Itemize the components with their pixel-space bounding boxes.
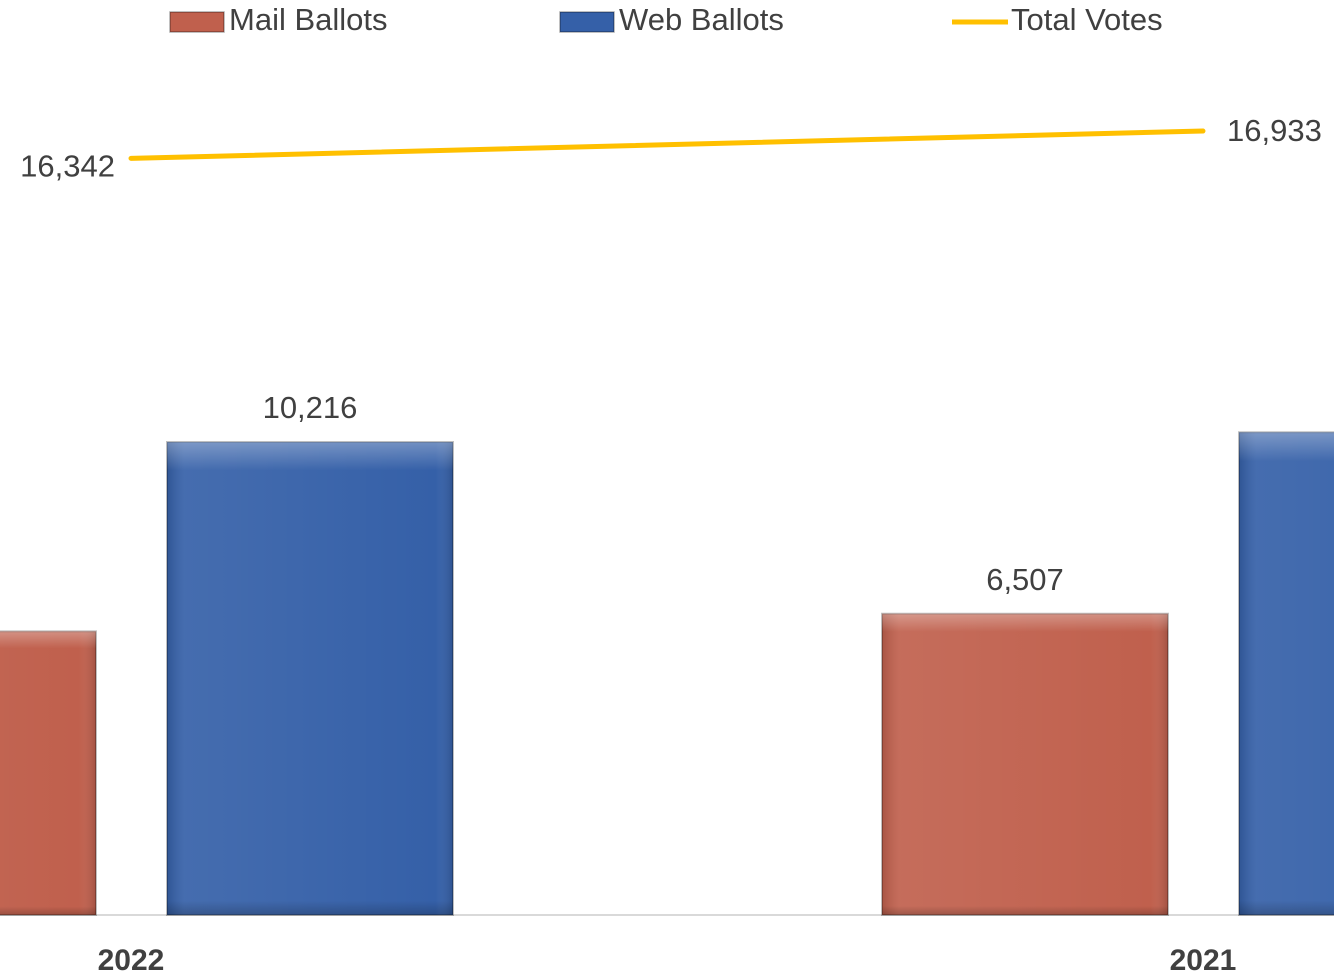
- legend-label: Total Votes: [1011, 2, 1163, 37]
- legend-label: Mail Ballots: [229, 2, 388, 37]
- legend-swatch: [169, 11, 225, 33]
- data-label: 10,216: [263, 390, 358, 425]
- bar: [1238, 431, 1334, 916]
- bar: [0, 630, 97, 916]
- bar: [166, 440, 454, 916]
- data-label: 16,342: [20, 149, 115, 184]
- data-label: 16,933: [1227, 113, 1322, 148]
- legend-label: Web Ballots: [619, 2, 784, 37]
- line: [128, 128, 1206, 161]
- x-tick-label: 2021: [1170, 944, 1237, 977]
- x-tick-label: 2022: [98, 944, 165, 977]
- bar: [881, 612, 1169, 916]
- legend-swatch: [559, 11, 615, 33]
- data-label: 6,507: [986, 562, 1064, 597]
